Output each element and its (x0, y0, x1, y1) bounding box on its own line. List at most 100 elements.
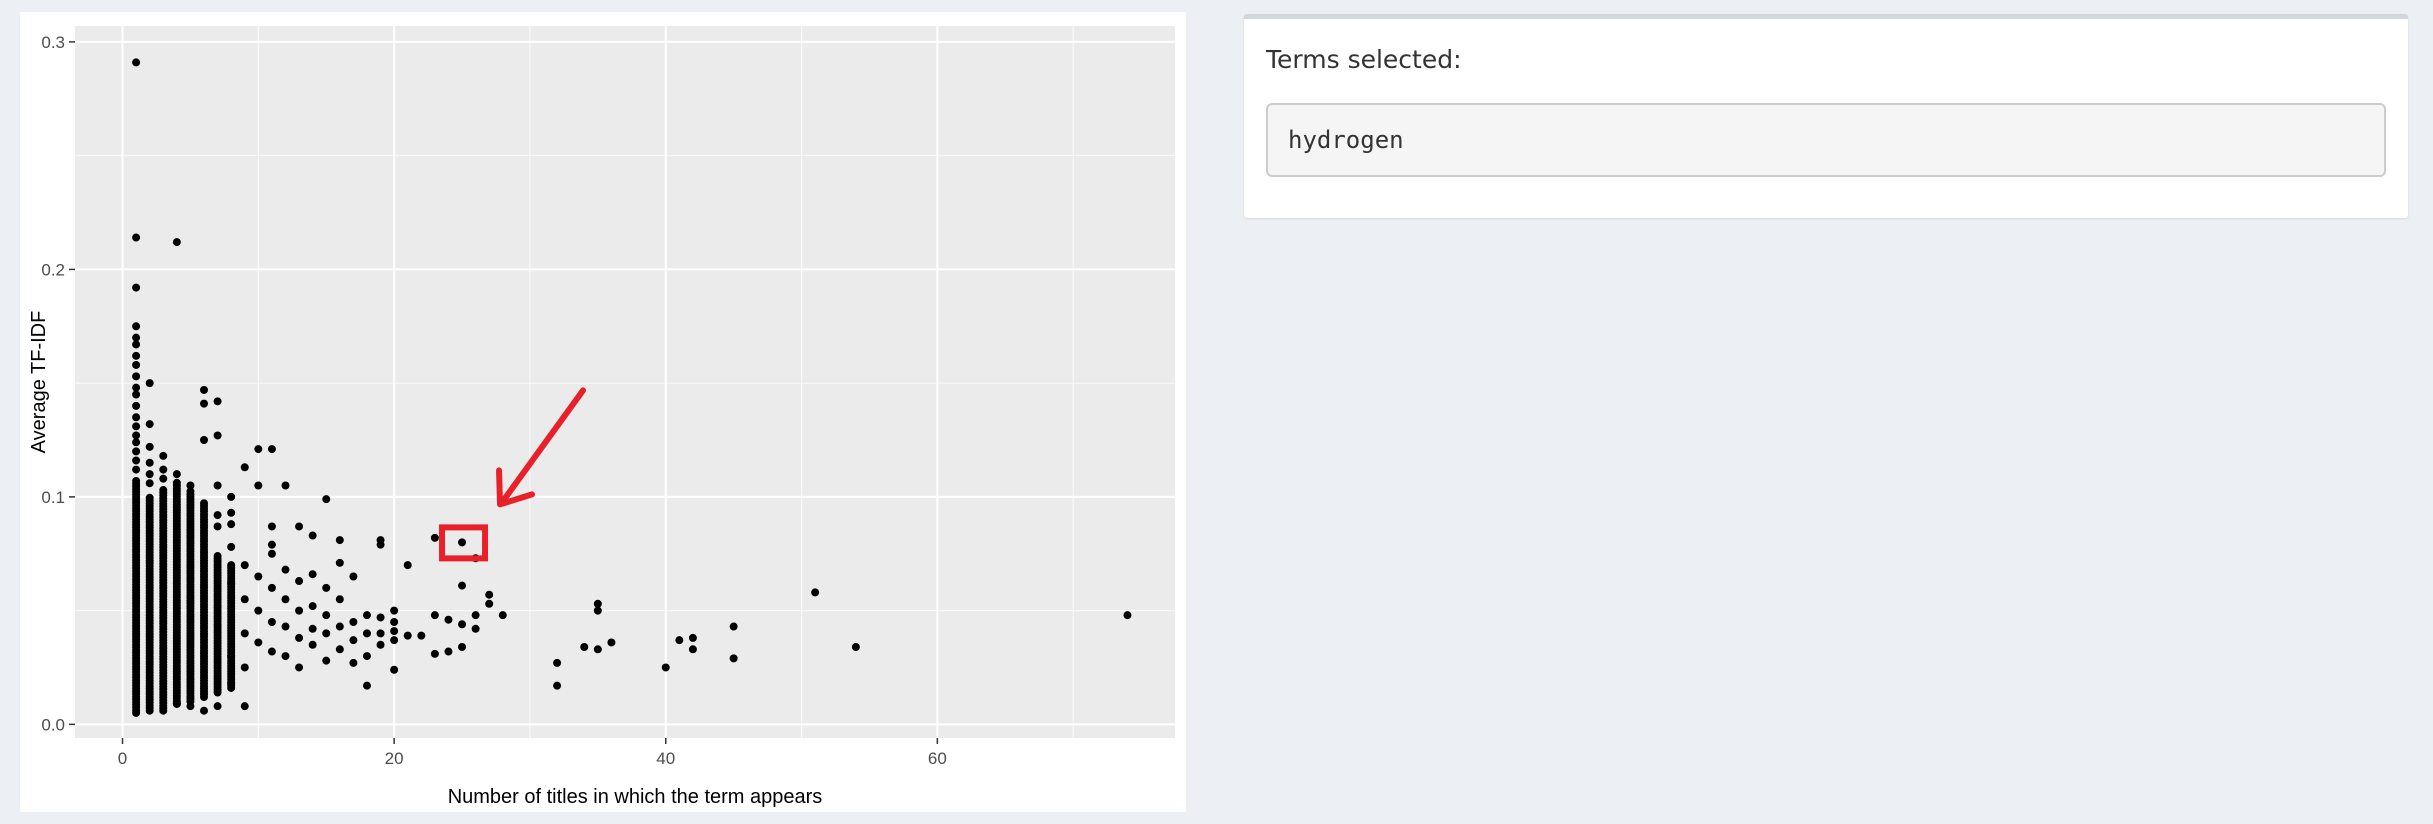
data-point (240, 702, 249, 711)
data-point (322, 495, 331, 504)
axes: 0 20 40 60 0.0 0.1 0.2 0.3 (41, 33, 946, 768)
data-point (729, 654, 738, 663)
data-point (267, 549, 276, 558)
terms-selected-label: Terms selected: (1266, 45, 1462, 74)
data-point (227, 561, 236, 570)
terms-selected-output: hydrogen (1266, 103, 2386, 177)
data-point (485, 599, 494, 608)
highlight-box (439, 524, 489, 562)
major-gridlines (75, 26, 1175, 738)
data-point (349, 658, 358, 667)
data-point (172, 478, 181, 487)
data-point (1123, 611, 1132, 620)
data-point (376, 640, 385, 649)
annotation-arrow-head (496, 467, 536, 508)
data-point (159, 486, 168, 495)
data-point (132, 438, 141, 447)
data-point (132, 360, 141, 369)
data-point (132, 283, 141, 292)
data-point (295, 663, 304, 672)
annotation-arrow-shaft (499, 387, 587, 506)
scatter-chart-svg: 0 20 40 60 0.0 0.1 0.2 0.3 Number of titles in … (28, 26, 1175, 808)
data-point (240, 561, 249, 570)
y-tick-label: 0.3 (41, 33, 65, 52)
data-point (308, 602, 317, 611)
data-point (159, 465, 168, 474)
data-point (132, 333, 141, 342)
data-point (390, 627, 399, 636)
data-point (458, 620, 467, 629)
x-tick-label: 40 (656, 749, 675, 768)
data-point (322, 611, 331, 620)
data-point (145, 470, 154, 479)
data-point (267, 445, 276, 454)
data-point (295, 633, 304, 642)
data-point (186, 481, 195, 490)
scatter-plot: 0 20 40 60 0.0 0.1 0.2 0.3 Number of titles in … (20, 12, 1186, 812)
data-point (145, 379, 154, 388)
data-point (458, 643, 467, 652)
data-point (172, 699, 181, 708)
data-point (132, 351, 141, 360)
data-point (213, 702, 222, 711)
data-point (593, 606, 602, 615)
data-point (281, 622, 290, 631)
data-point (240, 629, 249, 638)
data-point (335, 622, 344, 631)
data-point (227, 542, 236, 551)
data-point (267, 540, 276, 549)
data-point (471, 611, 480, 620)
data-point (661, 663, 670, 672)
data-point (200, 436, 209, 445)
data-point (403, 561, 412, 570)
data-point (390, 636, 399, 645)
data-point (186, 487, 195, 496)
data-point (227, 652, 236, 661)
data-point (132, 383, 141, 392)
data-point (132, 233, 141, 242)
y-tick-label: 0.1 (41, 488, 65, 507)
data-point (295, 577, 304, 586)
data-point (159, 451, 168, 460)
y-tick-label: 0.2 (41, 260, 65, 279)
data-point (200, 499, 209, 508)
data-point (811, 588, 820, 597)
x-tick-label: 60 (928, 749, 947, 768)
annotation (439, 387, 587, 562)
data-point (145, 420, 154, 429)
y-axis-label: Average TF-IDF (28, 311, 50, 454)
data-point (390, 606, 399, 615)
data-point (132, 465, 141, 474)
data-point (240, 463, 249, 472)
data-point (172, 470, 181, 479)
data-point (132, 413, 141, 422)
data-point (335, 645, 344, 654)
data-point (254, 481, 263, 490)
data-point (145, 479, 154, 488)
data-point (227, 679, 236, 688)
data-point (485, 590, 494, 599)
data-point (362, 652, 371, 661)
data-point (376, 540, 385, 549)
data-point (200, 706, 209, 715)
data-point (132, 372, 141, 381)
terms-panel: Terms selected: hydrogen (1244, 14, 2408, 218)
data-point (254, 445, 263, 454)
x-tick-label: 0 (118, 749, 127, 768)
data-point (227, 492, 236, 501)
data-point (498, 611, 507, 620)
data-point (213, 511, 222, 520)
data-point (132, 476, 141, 485)
data-point (308, 624, 317, 633)
data-point (132, 447, 141, 456)
data-point (308, 531, 317, 540)
data-point (281, 595, 290, 604)
data-point (254, 638, 263, 647)
data-point (213, 552, 222, 561)
data-point (159, 474, 168, 483)
data-point (267, 617, 276, 626)
data-point (213, 397, 222, 406)
data-point (430, 649, 439, 658)
data-point (227, 579, 236, 588)
data-point (132, 340, 141, 349)
